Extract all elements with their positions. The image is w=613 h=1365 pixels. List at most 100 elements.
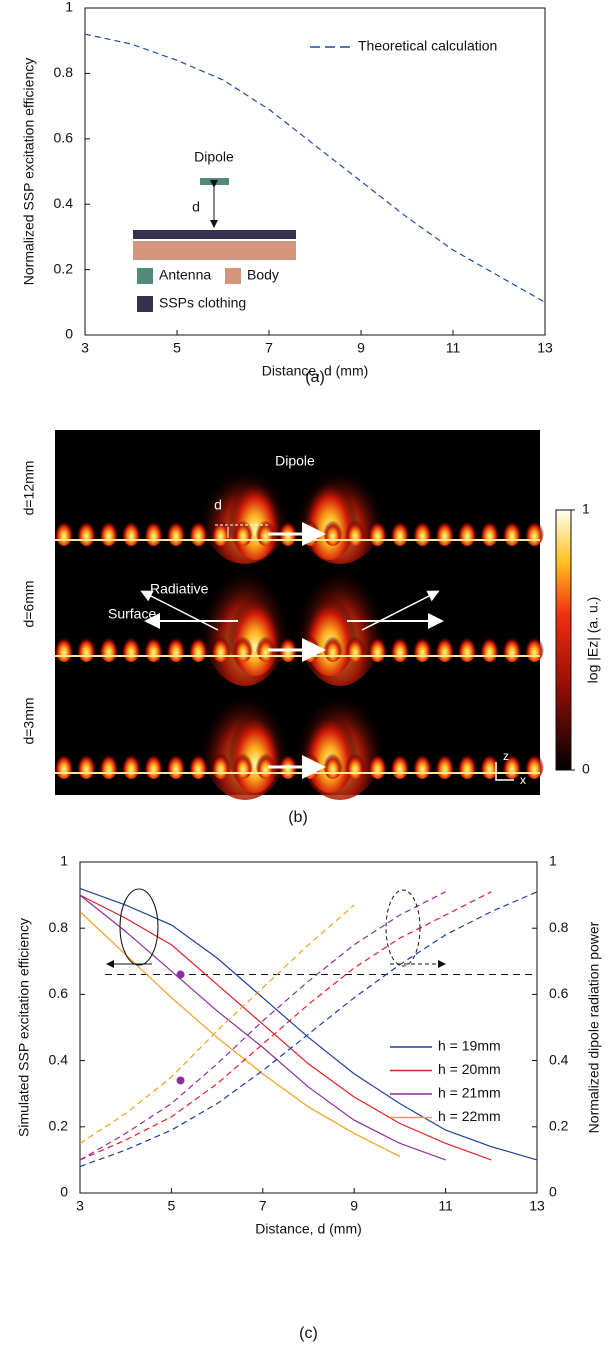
field-lobe (143, 630, 164, 662)
field-lobe (54, 514, 74, 546)
field-lobe (322, 747, 343, 779)
colorbar-label: log |Ez| (a. u.) (585, 597, 601, 684)
radiative-arrow (361, 590, 440, 631)
y2-tick-label: 0.4 (549, 1051, 569, 1067)
field-lobe (188, 747, 209, 779)
x-tick-label: 13 (529, 1198, 545, 1214)
y2-tick-label: 0.8 (549, 919, 569, 935)
field-lobe (457, 514, 478, 546)
y-tick-label: 0 (60, 1184, 68, 1200)
field-lobe (502, 514, 522, 546)
y-tick-label: 0.6 (54, 130, 74, 146)
field-lobe (76, 747, 97, 779)
annotation: Surface (108, 606, 156, 622)
row-label: d=3mm (21, 697, 37, 744)
series-line (79, 891, 492, 1161)
field-lobe (278, 630, 298, 662)
field-lobe (98, 747, 119, 779)
marker-point (176, 970, 185, 979)
field-lobe (322, 630, 343, 662)
field-lobe (98, 630, 119, 662)
inset-label: d (192, 199, 200, 215)
x-tick-label: 13 (537, 340, 553, 356)
field-lobe (367, 630, 388, 662)
marker-point (176, 1076, 185, 1085)
field-lobe (76, 514, 97, 546)
legend-label: h = 21mm (438, 1085, 501, 1101)
field-lobe (345, 630, 366, 662)
field-lobe (166, 630, 186, 662)
x-tick-label: 5 (168, 1198, 176, 1214)
y2-axis-label: Normalized dipole radiation power (586, 921, 602, 1133)
field-lobe (300, 630, 321, 662)
field-lobe (143, 747, 164, 779)
annotation: Radiative (150, 581, 209, 597)
field-lobe (412, 630, 433, 662)
x-tick-label: 11 (446, 340, 461, 356)
inset-legend-swatch (137, 296, 153, 312)
inset-legend-label: Antenna (159, 267, 211, 283)
plots: 3 5 7 9 11 13 0 0.2 0.4 0.6 0.8 1 Distance, d (mm) No… (16, 0, 602, 1342)
series-line (79, 911, 401, 1158)
y-tick-label: 0.6 (49, 985, 69, 1001)
series-line (79, 887, 538, 1161)
series-line (79, 891, 538, 1168)
field-lobe (524, 747, 545, 779)
field-lobe (479, 747, 500, 779)
series-line (79, 891, 446, 1161)
field-lobe (278, 514, 298, 546)
field-lobe (278, 747, 298, 779)
x-axis-label: Distance, d (mm) (255, 1221, 362, 1237)
y-tick-label: 0 (65, 326, 73, 342)
field-lobe (227, 693, 283, 793)
field-lobe (502, 630, 522, 662)
field-lobe (345, 747, 366, 779)
field-lobe (166, 747, 186, 779)
field-lobe (367, 514, 388, 546)
field-lobe (210, 747, 231, 779)
x-tick-label: 7 (265, 340, 273, 356)
legend-label: h = 19mm (438, 1038, 501, 1054)
field-lobe (434, 630, 455, 662)
field-lobe (524, 514, 545, 546)
y-tick-label: 1 (60, 853, 68, 869)
field-lobe (434, 747, 455, 779)
field-lobe (457, 630, 478, 662)
field-lobe (390, 747, 410, 779)
y-tick-label: 0.8 (54, 64, 74, 80)
radiative-arrow (140, 590, 219, 631)
x-tick-label: 9 (357, 340, 365, 356)
x-tick-label: 5 (173, 340, 181, 356)
field-lobe (502, 747, 522, 779)
field-lobe (233, 630, 254, 662)
field-lobe (524, 630, 545, 662)
y-tick-label: 0.8 (49, 919, 69, 935)
field-lobe (412, 747, 433, 779)
series-line (79, 904, 355, 1144)
plot-frame (79, 861, 538, 1194)
caption: (c) (299, 1325, 318, 1342)
legend-label: Theoretical calculation (358, 38, 497, 54)
inset-legend-swatch (137, 268, 153, 284)
field-lobe (121, 514, 142, 546)
field-lobe (412, 514, 433, 546)
field-lobe (98, 514, 119, 546)
field-lobe (166, 514, 186, 546)
plot-frame (84, 7, 546, 336)
series-line (79, 894, 446, 1161)
colorbar-tick-label: 0 (582, 761, 590, 777)
colorbar (555, 509, 572, 771)
field-lobe (390, 630, 410, 662)
x-tick-label: 3 (76, 1198, 84, 1214)
field-lobe (390, 514, 410, 546)
field-lobe (457, 747, 478, 779)
y2-tick-label: 0.2 (549, 1118, 569, 1134)
inset-legend-swatch (225, 268, 241, 284)
annotation: d (214, 497, 222, 513)
field-lobe (210, 630, 231, 662)
axis-glyph-label: x (520, 773, 526, 787)
field-lobe (143, 514, 164, 546)
field-lobe (367, 747, 388, 779)
field-lobe (255, 747, 276, 779)
body-layer (133, 241, 296, 260)
